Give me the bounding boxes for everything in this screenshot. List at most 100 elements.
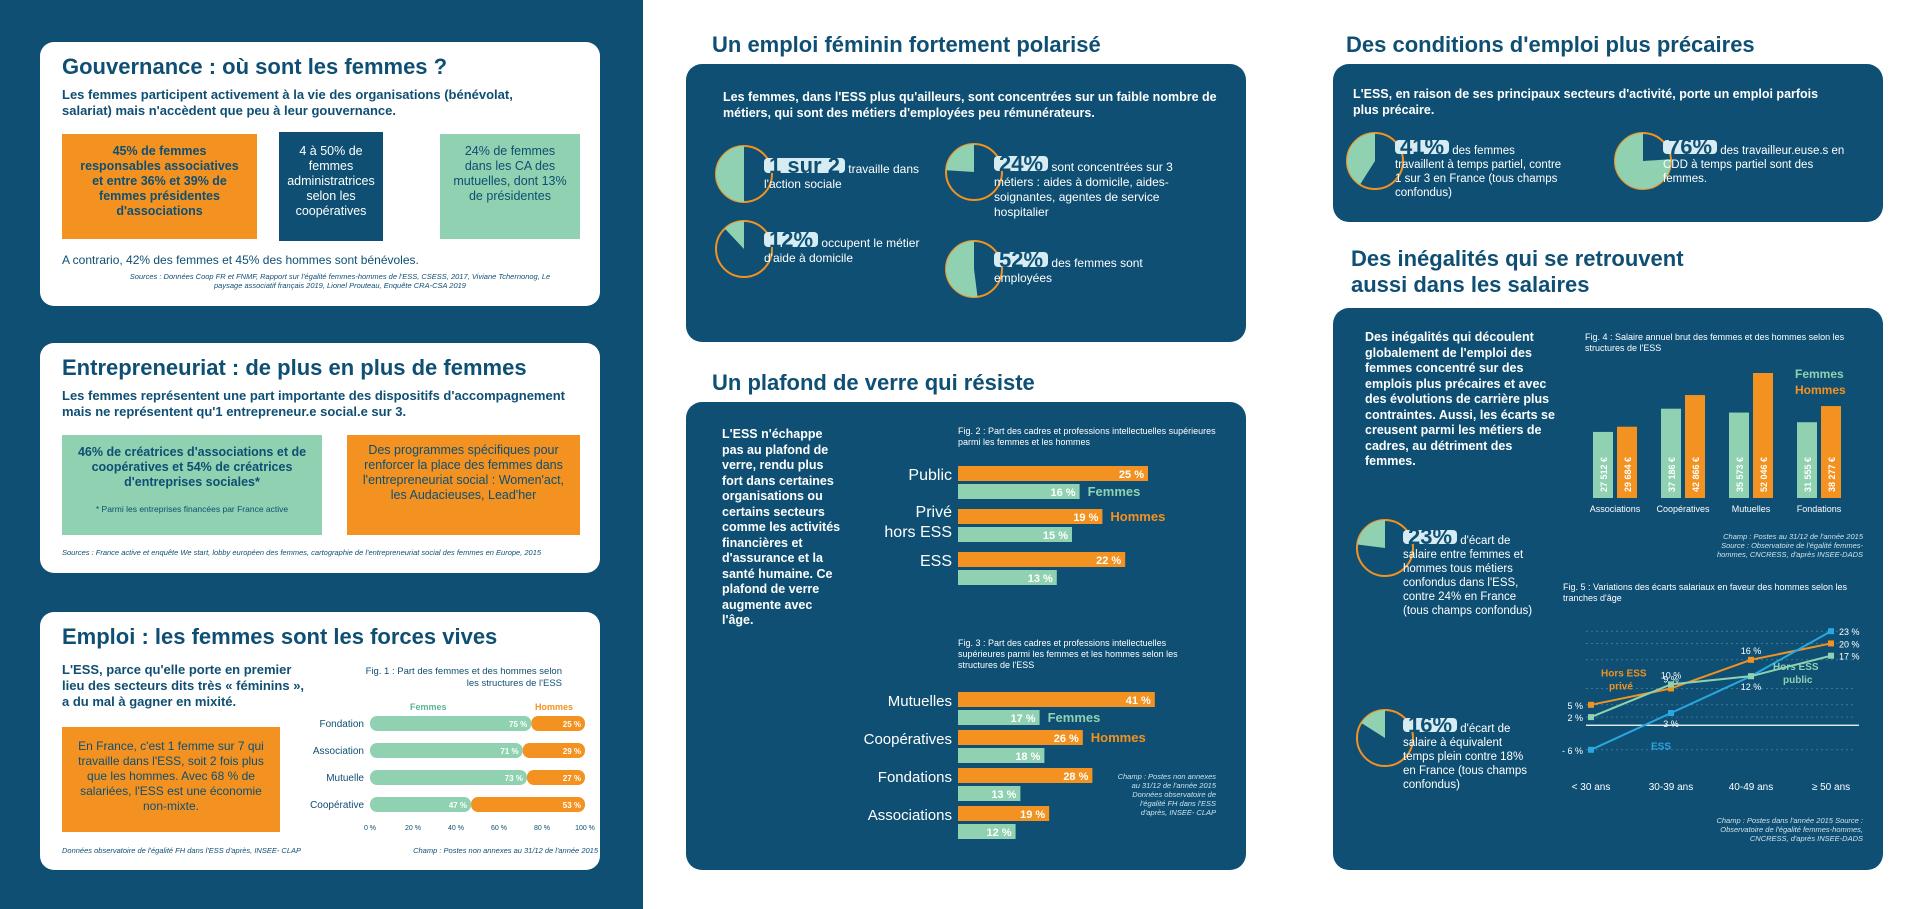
fig5-value-label: - 6 % (1562, 746, 1583, 756)
gouvernance-box-associations: 45% de femmes responsables associatives … (62, 134, 257, 239)
fig1-value-femmes: 75 % (509, 720, 527, 729)
fig4-bar-femmes (1729, 412, 1749, 498)
fig5-series-label-hors-ess-public: Hors ESS (1773, 662, 1819, 673)
fig3-value-femmes: 13 % (991, 789, 1016, 801)
fig1-bar-femmes (370, 716, 532, 731)
polar-pie1-slice (716, 146, 744, 202)
fig1-tick-label: 0 % (364, 825, 376, 832)
fig4-category-label: Fondations (1797, 504, 1842, 514)
fig2-legend-femmes: Femmes (1088, 484, 1141, 499)
fig2-value-femmes: 15 % (1043, 530, 1068, 542)
emploi-card: Emploi : les femmes sont les forces vive… (40, 612, 600, 870)
prec-stat2-text: des travailleur.euse.s en CDD à temps pa… (1663, 145, 1845, 185)
fig3-value-hommes: 19 % (1020, 809, 1045, 821)
fig5-series-label-hors-ess-prive: Hors ESS (1601, 668, 1647, 679)
polar-stat1: 1 sur 2 travaille dans l'action sociale (764, 155, 944, 192)
polar-pie3-slice (724, 220, 744, 249)
prec-pie2-slice (1615, 133, 1671, 189)
prec-pie1-slice (1347, 133, 1375, 185)
fig5-category-label: ≥ 50 ans (1812, 782, 1850, 793)
fig5-series-label-hors-ess-public: public (1783, 675, 1813, 686)
fig1-category-label: Fondation (320, 719, 364, 730)
emploi-title: Emploi : les femmes sont les forces vive… (62, 624, 498, 649)
polar-stat4-text: des femmes sont employées (994, 256, 1143, 285)
fig1-value-femmes: 71 % (500, 747, 518, 756)
sal-stat1-value: 23% (1403, 526, 1458, 548)
fig5-series-label-hors-ess-prive: privé (1609, 681, 1633, 692)
fig1-tick-label: 40 % (448, 825, 464, 832)
fig2-bar-femmes (958, 570, 1057, 585)
fig4-source: Champ : Postes au 31/12 de l'année 2015 … (1716, 532, 1863, 559)
plafond-title: Un plafond de verre qui résiste (712, 370, 1035, 395)
sal-stat2: 16% d'écart de salaire à équivalent temp… (1403, 714, 1533, 792)
fig3-category-label: Coopératives (864, 731, 952, 748)
sal-pie-icons (1356, 519, 1414, 767)
plafond-text: L'ESS n'échappe pas au plafond de verre,… (722, 427, 841, 627)
fig3-bar-femmes (958, 748, 1045, 763)
fig3-value-hommes: 28 % (1063, 771, 1088, 783)
fig3-category-label: Mutuelles (888, 693, 952, 710)
sal-title: Des inégalités qui se retrouvent aussi d… (1351, 246, 1684, 297)
fig2-category-label: hors ESS (884, 524, 952, 541)
polar-intro: Les femmes, dans l'ESS plus qu'ailleurs,… (723, 90, 1217, 120)
fig4-bar-hommes (1685, 395, 1705, 498)
fig4-value-label: 52 046 € (1759, 457, 1769, 492)
fig1-legend-hommes: Hommes (535, 702, 573, 712)
fig1-legend-femmes: Femmes (410, 702, 447, 712)
fig4-bar-femmes (1661, 408, 1681, 498)
fig5-line (1590, 642, 1832, 706)
fig4-value-label: 38 277 € (1827, 457, 1837, 492)
prec-panel: L'ESS, en raison de ses principaux secte… (1333, 64, 1883, 222)
fig4-bar-femmes (1797, 422, 1817, 498)
fig2-value-hommes: 25 % (1119, 469, 1144, 481)
entrepreneuriat-box-note: * Parmi les entreprises financées par Fr… (95, 504, 289, 514)
fig4-value-label: 35 573 € (1735, 457, 1745, 492)
fig1-value-hommes: 29 % (563, 747, 581, 756)
fig1-bar-femmes (370, 770, 527, 785)
fig3-value-femmes: 17 % (1011, 713, 1036, 725)
entrepreneuriat-sources: Sources : France active et enquête We st… (62, 548, 542, 557)
polar-pie2-slice (946, 144, 974, 172)
fig4-category-label: Associations (1590, 504, 1641, 514)
sal-stat2-value: 16% (1403, 714, 1458, 736)
fig2-value-femmes: 13 % (1028, 573, 1053, 585)
polar-pie-icons (715, 143, 1003, 298)
prec-stat1: 41% des femmes travaillent à temps parti… (1395, 136, 1565, 200)
fig2-category-label: Privé (916, 504, 953, 521)
fig1-bar-femmes (370, 743, 523, 758)
fig5-value-label: 20 % (1839, 639, 1860, 649)
fig3-title: Fig. 3 : Part des cadres et professions … (958, 638, 1178, 670)
fig5-point (1828, 652, 1834, 659)
gouvernance-box-mutuelles: 24% de femmes dans les CA des mutuelles,… (440, 134, 580, 239)
plafond-panel: L'ESS n'échappe pas au plafond de verre,… (686, 402, 1246, 870)
gouvernance-subtitle: Les femmes participent activement à la v… (62, 87, 513, 118)
fig2-title: Fig. 2 : Part des cadres et professions … (958, 426, 1216, 447)
fig2-value-hommes: 22 % (1096, 555, 1121, 567)
fig3-bar-femmes (958, 710, 1040, 725)
fig1-value-hommes: 25 % (563, 720, 581, 729)
prec-stat2-value: 76% (1663, 136, 1718, 158)
sal-panel: Des inégalités qui découlent globalement… (1333, 308, 1883, 870)
fig4-value-label: 27 512 € (1599, 457, 1609, 492)
fig3-value-femmes: 18 % (1015, 751, 1040, 763)
fig5-point (1828, 628, 1834, 635)
fig5-title: Fig. 5 : Variations des écarts salariaux… (1563, 582, 1847, 603)
fig4-category-label: Mutuelles (1732, 504, 1771, 514)
fig5-point (1668, 710, 1674, 716)
fig1-chart: Femmes Hommes Fondation 75 % 25 % Association… (310, 702, 595, 832)
fig2-category-label: Public (908, 467, 952, 484)
polar-stat4: 52% des femmes sont employées (994, 249, 1194, 286)
gouvernance-sources: Sources : Données Coop FR et FNMF, Rappo… (129, 272, 551, 290)
fig5-value-label: 9 % (1663, 674, 1679, 684)
fig5-point (1588, 714, 1594, 721)
fig4-category-label: Coopératives (1656, 504, 1710, 514)
emploi-box: En France, c'est 1 femme sur 7 qui trava… (62, 727, 280, 832)
fig3-category-label: Fondations (878, 769, 952, 786)
fig1-category-label: Coopérative (310, 800, 364, 811)
polar-stat3-text: occupent le métier d'aide à domicile (764, 236, 920, 265)
fig5-point (1588, 701, 1594, 708)
entrepreneuriat-box-creatrices: 46% de créatrices d'associations et de c… (62, 435, 322, 535)
fig3-bar-hommes (958, 806, 1050, 821)
entrepreneuriat-subtitle: Les femmes représentent une part importa… (62, 388, 565, 419)
fig3-value-femmes: 12 % (987, 827, 1012, 839)
